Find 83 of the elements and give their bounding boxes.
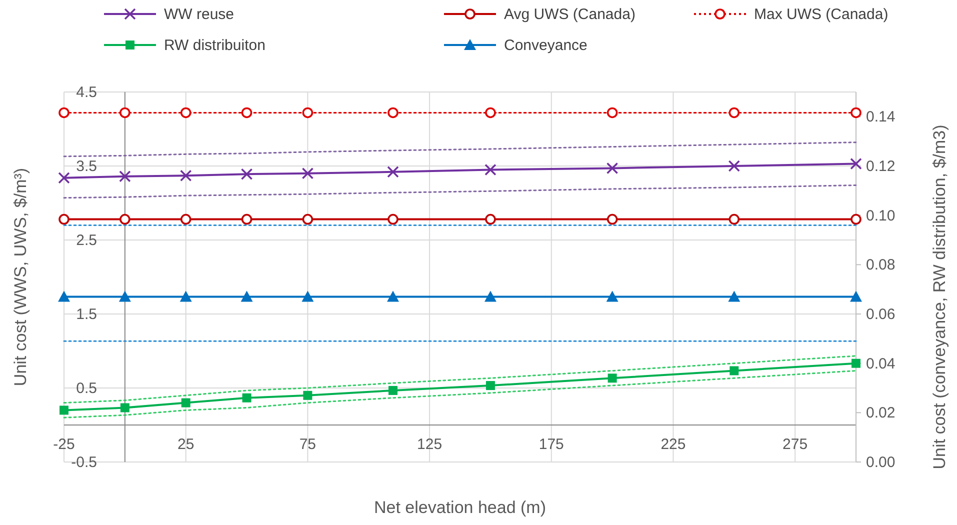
x-axis-title: Net elevation head (m) — [374, 498, 546, 517]
point — [118, 290, 131, 302]
point — [850, 107, 862, 118]
point — [302, 168, 314, 180]
point — [486, 381, 495, 390]
point — [387, 166, 399, 178]
y2-tick-label: 0.10 — [866, 207, 896, 224]
y2-tick-label: 0.06 — [866, 306, 896, 323]
point — [728, 290, 740, 302]
x-tick-label: 225 — [660, 436, 686, 453]
y2-tick-label: 0.04 — [866, 355, 896, 372]
point — [388, 214, 398, 225]
legend-label: Avg UWS (Canada) — [504, 6, 636, 23]
point — [485, 214, 496, 225]
point — [60, 406, 68, 415]
x-tick-label: 275 — [782, 436, 808, 453]
point — [850, 214, 862, 225]
point — [180, 214, 192, 225]
point — [302, 290, 314, 302]
y-tick-label: -0.5 — [71, 454, 97, 471]
x-tick-label: 125 — [417, 436, 442, 453]
point — [180, 107, 192, 118]
line-series — [63, 355, 857, 404]
point — [728, 160, 740, 172]
point — [386, 290, 399, 302]
y-tick-label: 4.5 — [76, 84, 97, 101]
y2-tick-label: 0.14 — [866, 108, 896, 126]
point — [120, 107, 130, 118]
point — [852, 358, 860, 368]
point — [120, 214, 130, 225]
y2-tick-label: 0.00 — [866, 454, 896, 471]
point — [242, 393, 252, 402]
point — [303, 390, 312, 400]
point — [484, 290, 496, 302]
y-tick-label: 2.5 — [76, 232, 97, 249]
point — [302, 107, 314, 118]
y-tick-label: 0.5 — [76, 380, 97, 397]
legend-label: Max UWS (Canada) — [754, 6, 888, 23]
line-series — [63, 370, 857, 418]
point — [850, 290, 862, 302]
x-tick-label: -25 — [53, 436, 75, 453]
point — [58, 107, 70, 118]
legend-label: Conveyance — [504, 37, 588, 54]
point — [606, 162, 618, 174]
point — [120, 403, 130, 412]
point — [181, 398, 190, 408]
legend-label: RW distribuiton — [164, 37, 266, 54]
point — [119, 170, 131, 182]
y2-tick-label: 0.02 — [866, 404, 896, 422]
point — [728, 214, 740, 225]
point — [484, 164, 496, 176]
point — [180, 170, 192, 182]
y-tick-label: 3.5 — [76, 158, 97, 175]
point — [608, 374, 617, 383]
x-tick-label: 75 — [299, 436, 316, 453]
point — [850, 158, 862, 170]
y2-tick-label: 0.12 — [866, 158, 896, 175]
y-axis-title: Unit cost (WWS, UWS, $/m³) — [11, 168, 30, 386]
point — [388, 386, 398, 395]
point — [485, 107, 496, 118]
point — [388, 107, 398, 118]
point — [728, 107, 740, 118]
line-series — [63, 142, 857, 158]
point — [58, 290, 70, 302]
point — [58, 172, 70, 184]
point — [240, 168, 253, 180]
point — [606, 290, 618, 302]
x-tick-label: 175 — [538, 436, 564, 453]
x-tick-label: 25 — [178, 436, 194, 453]
legend-label: WW reuse — [164, 6, 234, 23]
point — [241, 107, 252, 118]
line-series — [63, 184, 857, 199]
y-tick-label: 1.5 — [76, 306, 97, 323]
y2-axis-title: Unit cost (conveyance, RW distribution, $/m3) — [930, 124, 949, 470]
point — [606, 107, 618, 118]
point — [58, 214, 70, 225]
y2-tick-label: 0.08 — [866, 256, 896, 274]
point — [730, 366, 739, 376]
point — [180, 290, 192, 302]
point — [606, 214, 618, 225]
point — [302, 214, 314, 225]
point — [241, 214, 252, 225]
point — [240, 290, 253, 302]
